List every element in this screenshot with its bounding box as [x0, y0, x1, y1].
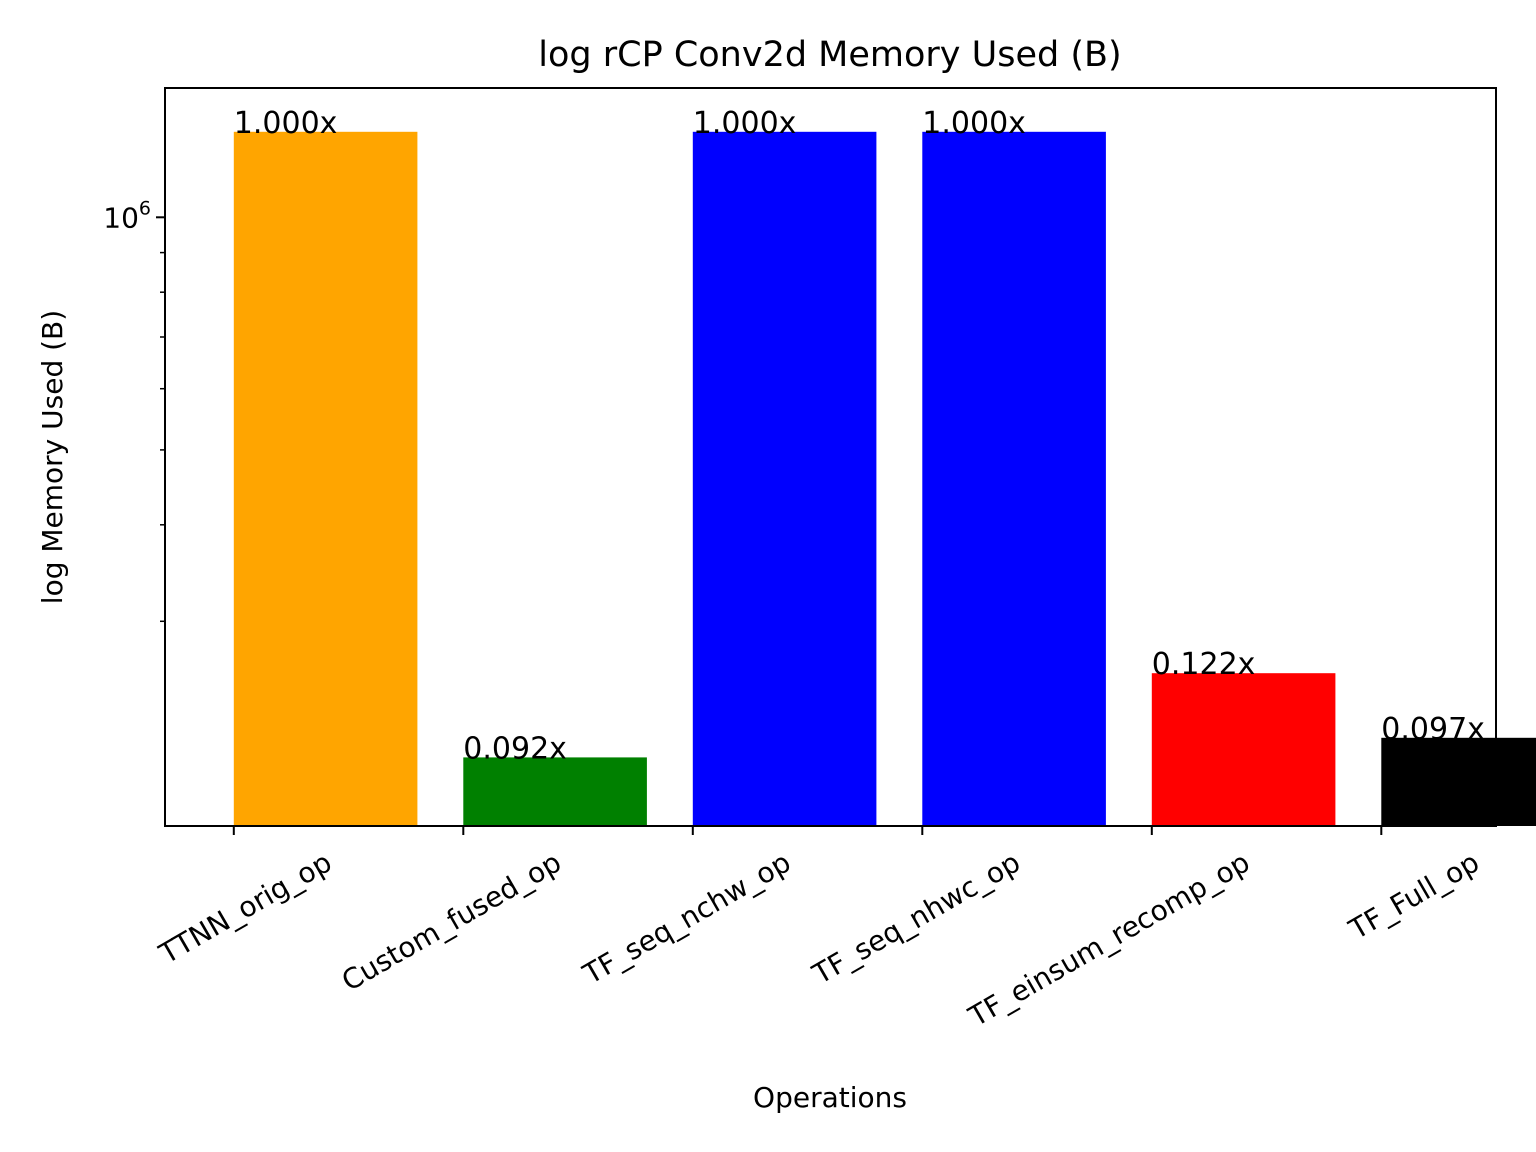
x-axis-label: Operations — [753, 1081, 907, 1114]
data-label-TTNN_orig_op: 1.000x — [234, 106, 338, 141]
bar-Custom_fused_op — [463, 757, 647, 826]
data-label-TF_einsum_recomp_op: 0.122x — [1152, 647, 1256, 682]
bar-TF_Full_op — [1381, 737, 1536, 826]
x-tick-label-TF_seq_nchw_op: TF_seq_nchw_op — [577, 845, 797, 991]
x-tick-label-TF_seq_nhwc_op: TF_seq_nhwc_op — [806, 845, 1026, 991]
x-tick-label-TF_Full_op: TF_Full_op — [1343, 845, 1485, 946]
data-label-TF_seq_nchw_op: 1.000x — [693, 106, 797, 141]
y-tick-label: 106 — [103, 197, 151, 234]
y-axis-ticks: 106 — [103, 197, 165, 623]
chart-title: log rCP Conv2d Memory Used (B) — [538, 35, 1121, 75]
data-label-TF_Full_op: 0.097x — [1381, 712, 1485, 747]
bar-TTNN_orig_op — [233, 131, 418, 827]
bar-TF_seq_nchw_op — [692, 131, 877, 827]
bars-group — [233, 131, 1536, 827]
data-label-TF_seq_nhwc_op: 1.000x — [922, 106, 1026, 141]
data-labels-group: 1.000x 0.092x 1.000x 1.000x 0.122x 0.097x — [234, 106, 1485, 767]
bar-TF_einsum_recomp_op — [1151, 673, 1336, 826]
y-axis-label: log Memory Used (B) — [36, 310, 69, 604]
x-tick-label-Custom_fused_op: Custom_fused_op — [336, 845, 567, 997]
x-tick-label-TTNN_orig_op: TTNN_orig_op — [153, 845, 337, 970]
plot-frame — [164, 87, 1497, 827]
bar-TF_seq_nhwc_op — [922, 131, 1106, 827]
data-label-Custom_fused_op: 0.092x — [463, 731, 567, 766]
